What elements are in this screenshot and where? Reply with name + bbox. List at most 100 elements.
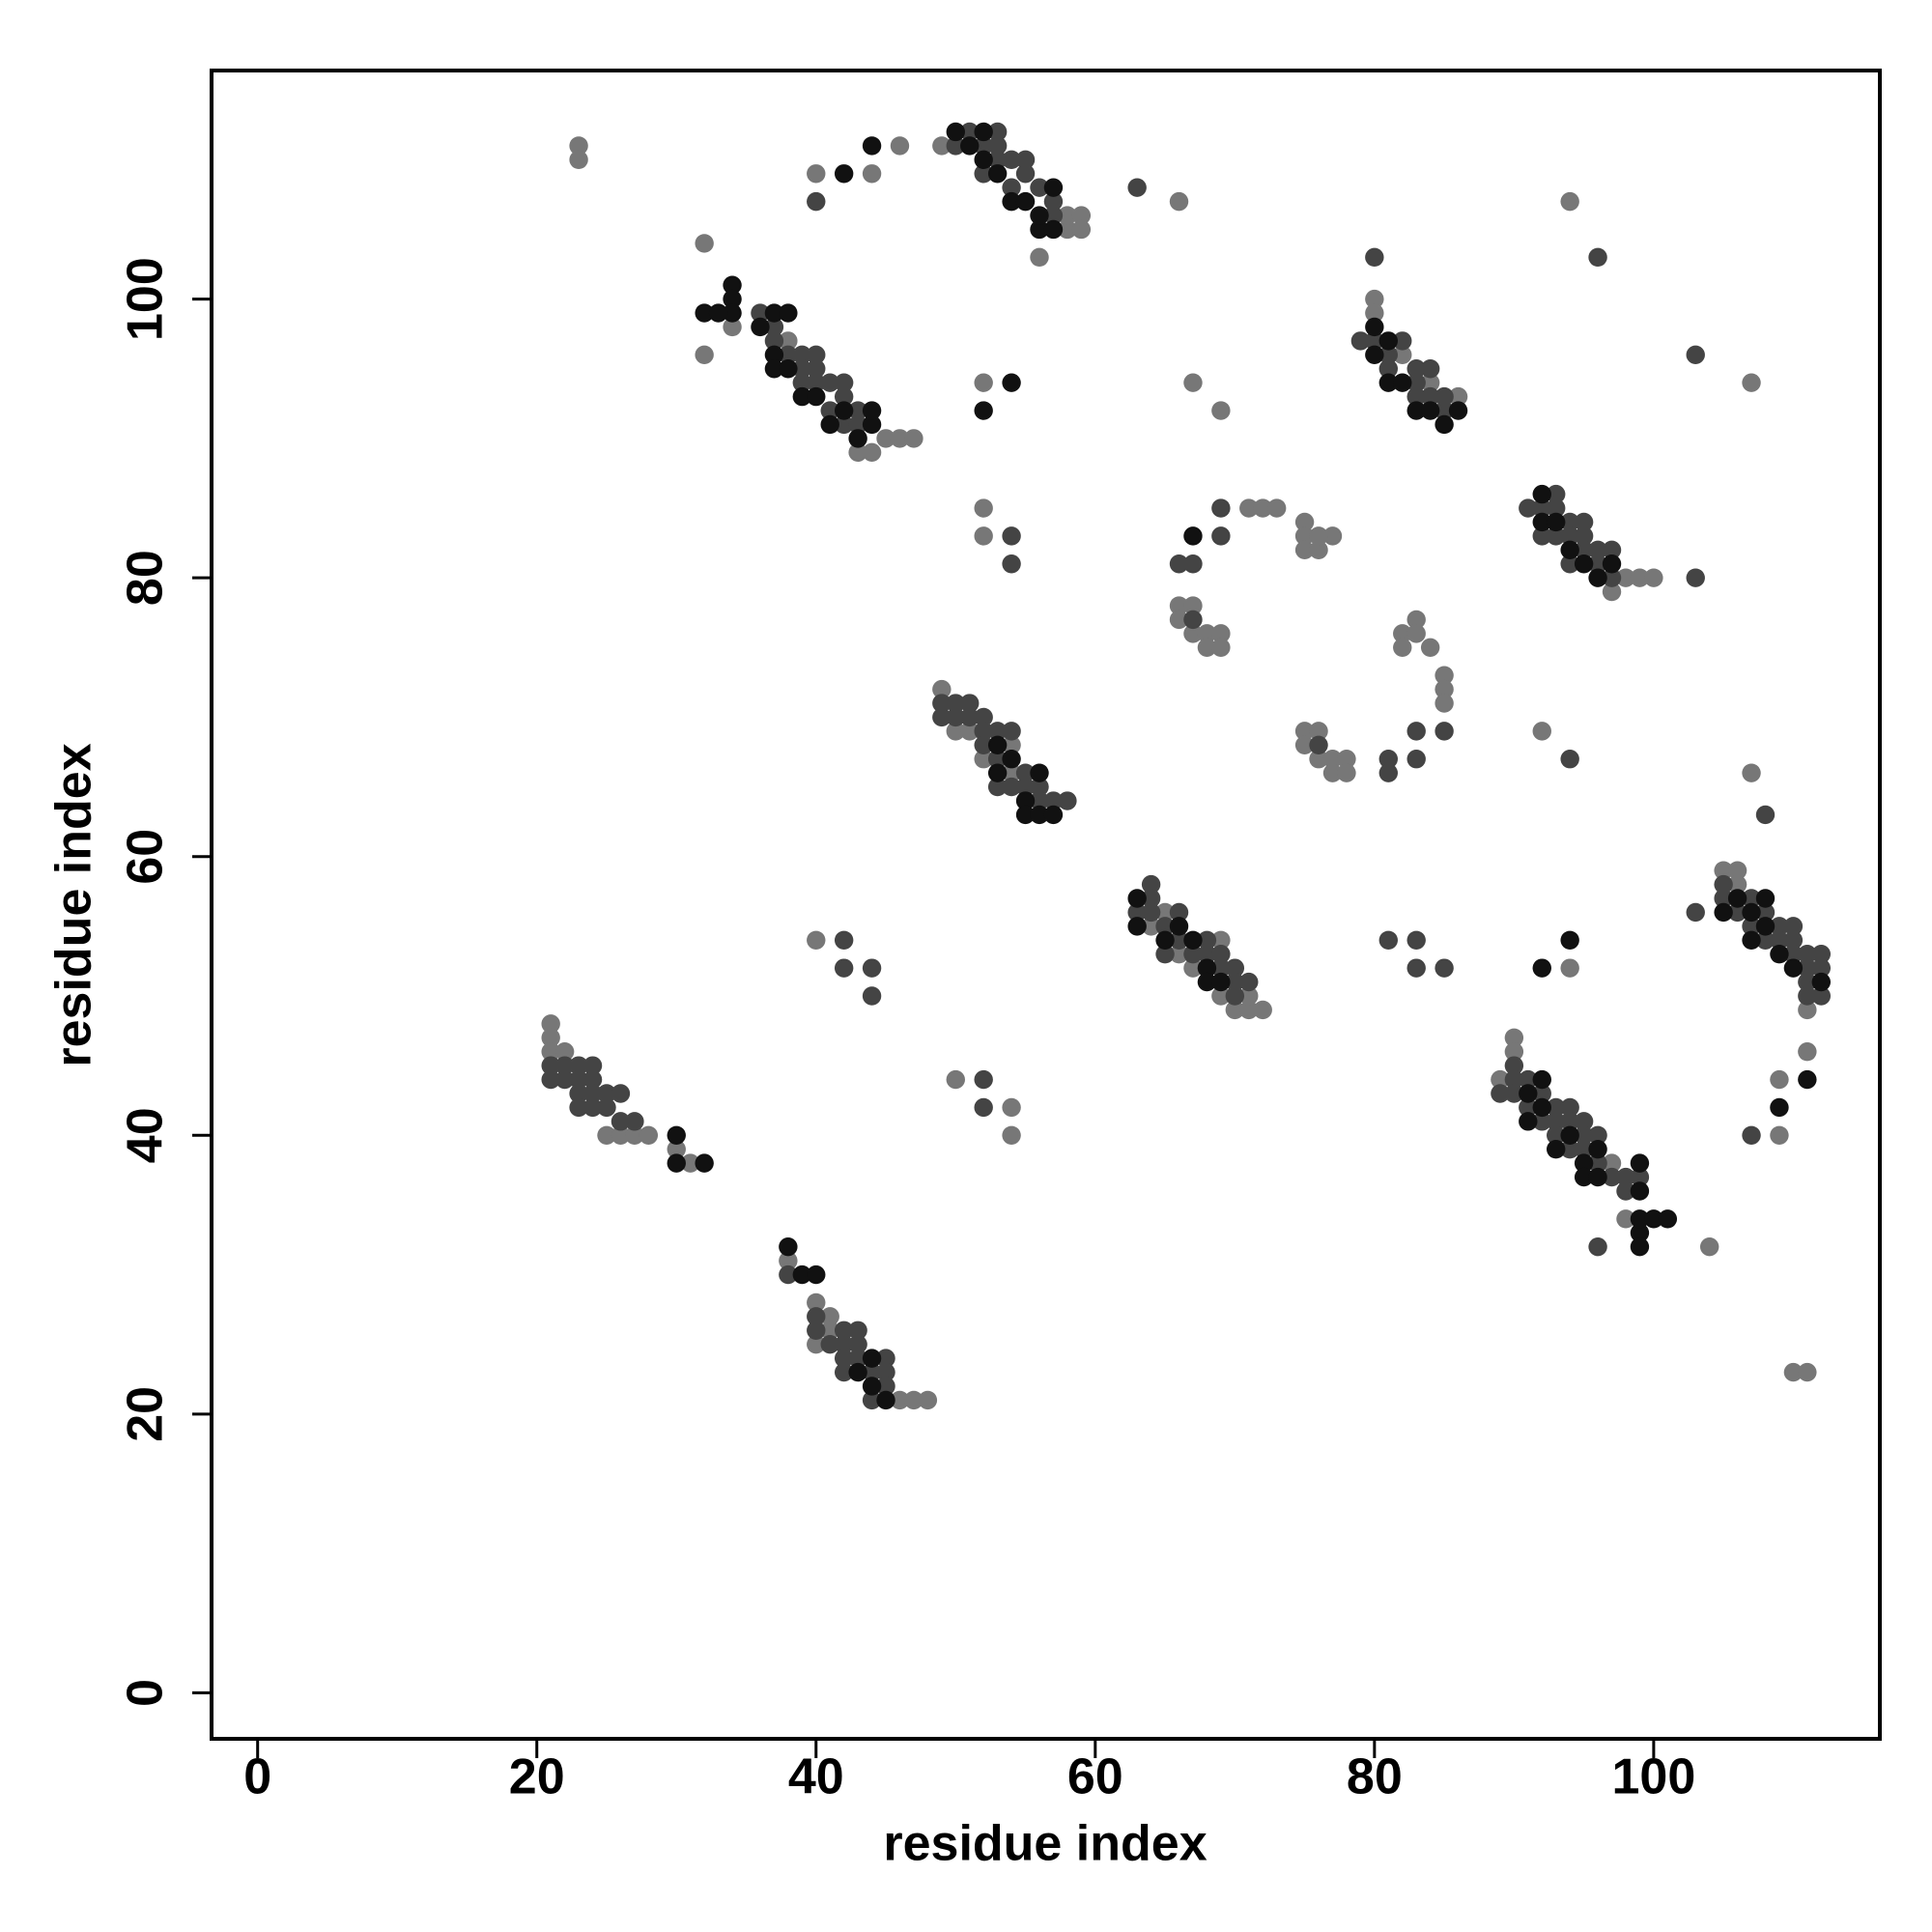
point [1169,930,1189,950]
x-tick-label: 80 [1347,1749,1403,1805]
point [1560,930,1579,950]
point [1755,902,1776,923]
point [1560,750,1579,769]
point [1169,945,1189,964]
point [834,930,854,950]
point [848,442,867,463]
point [1127,889,1147,908]
point [1378,331,1398,351]
point [1197,624,1217,643]
point [1811,986,1832,1006]
point [862,986,882,1006]
point [1043,178,1064,197]
point [1504,1056,1524,1075]
point [1043,791,1064,810]
point [946,136,965,156]
point [1141,902,1161,923]
point [1491,1084,1510,1103]
point [862,164,882,184]
point [1547,512,1566,532]
point [834,164,854,184]
point [1811,945,1832,964]
point [890,429,910,448]
point [1406,750,1426,769]
point [807,1321,826,1340]
point [1547,1112,1566,1131]
point [1588,568,1607,587]
point [1532,722,1551,741]
point [807,191,826,212]
point [1630,1237,1650,1257]
point [1560,526,1579,546]
point [1197,958,1217,978]
point [1519,1097,1538,1118]
point [569,136,588,156]
point [1239,972,1259,992]
point [541,1042,560,1062]
point [1783,930,1804,950]
point [1770,945,1789,964]
point [1630,1181,1650,1201]
point [1309,722,1328,741]
point [625,1112,644,1131]
point [848,1321,867,1340]
point [1393,331,1412,351]
point [960,136,980,156]
point [1811,958,1832,978]
point [1002,722,1021,741]
point [974,722,993,741]
point [1630,568,1650,587]
point [946,1069,965,1090]
point [960,694,980,713]
point [848,414,867,435]
point [904,1390,923,1410]
point [834,401,854,420]
point [1588,1237,1607,1257]
point [1448,386,1468,407]
point [1002,735,1021,755]
point [807,1334,826,1354]
point [1602,1153,1622,1173]
point [890,136,910,156]
point [723,289,742,309]
point [1015,805,1036,825]
point [1532,1069,1551,1090]
point [1015,777,1036,797]
point [1532,484,1551,504]
point [1155,945,1175,964]
point [1393,638,1412,658]
point [807,1307,826,1326]
point [1155,902,1175,923]
point [1798,945,1817,964]
point [1519,1084,1538,1103]
point [862,442,882,463]
point [1030,805,1049,825]
point [904,429,923,448]
point [1169,191,1189,212]
point [1030,219,1049,240]
point [1211,958,1231,978]
point [667,1153,686,1173]
point [569,150,588,170]
point [611,1112,631,1131]
point [764,303,784,323]
point [1211,526,1231,546]
point [1699,1237,1719,1257]
point [834,1362,854,1382]
point [1742,889,1761,908]
point [1770,930,1789,950]
point [582,1084,603,1103]
point [1002,1125,1021,1145]
point [862,1390,882,1410]
point [1309,540,1328,560]
point [1002,526,1021,546]
point [1211,930,1231,950]
point [1183,610,1203,630]
point [1519,498,1538,518]
point [960,722,980,741]
point [1574,1167,1594,1187]
point [1211,638,1231,658]
point [987,122,1008,142]
point [1030,777,1049,797]
